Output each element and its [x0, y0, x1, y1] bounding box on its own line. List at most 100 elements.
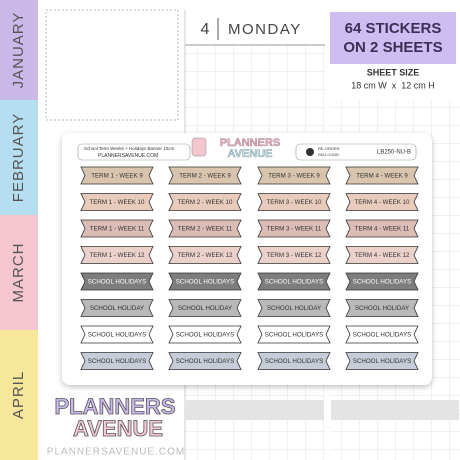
banner-label: TERM 2 - WEEK 9	[179, 173, 231, 180]
sheet-logo: AVENUE	[227, 148, 272, 160]
badge	[330, 12, 456, 64]
banner-label: SCHOOL HOLIDAY	[267, 305, 321, 312]
banner-grid: TERM 1 - WEEK 9 TERM 2 - WEEK 9 TERM 3 - W…	[80, 166, 419, 370]
banner	[257, 299, 331, 317]
banner	[257, 352, 331, 370]
month-label: JANUARY	[10, 12, 27, 89]
size-value: 18 cm W x 12 cm H	[351, 80, 435, 90]
planner-block	[186, 400, 324, 420]
banner	[345, 325, 419, 344]
sku-icon	[306, 148, 314, 156]
banner	[168, 325, 242, 344]
banner-label: TERM 2 - WEEK 10	[177, 199, 233, 206]
banner-label: TERM 3 - WEEK 9	[268, 173, 320, 180]
banner-label: SCHOOL HOLIDAYS	[265, 332, 323, 339]
banner-label: SCHOOL HOLIDAYS	[88, 279, 146, 286]
badge-line: 64 STICKERS	[345, 20, 442, 37]
banner-label: TERM 2 - WEEK 11	[178, 226, 233, 233]
banner	[80, 299, 154, 317]
banner-label: SCHOOL HOLIDAY	[355, 305, 409, 312]
footer-logo: AVENUE	[73, 416, 163, 441]
banner	[80, 246, 154, 264]
banner-label: TERM 4 - WEEK 9	[356, 173, 408, 180]
banner	[257, 219, 331, 238]
banner	[257, 166, 331, 185]
banner	[80, 193, 154, 211]
banner-label: SCHOOL HOLIDAYS	[265, 358, 323, 365]
logo-icon	[191, 137, 207, 157]
banner	[168, 299, 242, 317]
sheet-label-box	[77, 143, 191, 161]
banner-label: TERM 2 - WEEK 12	[177, 252, 233, 259]
banner-label: TERM 3 - WEEK 11	[267, 226, 322, 233]
banner	[168, 219, 242, 238]
banner-label: TERM 1 - WEEK 11	[90, 226, 145, 233]
day-number: 4	[201, 21, 210, 38]
month-label: MARCH	[10, 243, 27, 303]
banner-label: TERM 1 - WEEK 9	[91, 173, 143, 180]
banner	[345, 272, 419, 291]
banner	[345, 246, 419, 264]
banner-label: SCHOOL HOLIDAYS	[176, 358, 234, 365]
month-label: FEBRUARY	[10, 113, 27, 202]
banner	[80, 219, 154, 238]
sticker-sheet	[62, 133, 432, 385]
banner	[168, 193, 242, 211]
banner	[257, 246, 331, 264]
banner	[345, 193, 419, 211]
banner	[168, 166, 242, 185]
banner	[80, 325, 154, 344]
banner-label: SCHOOL HOLIDAY	[178, 305, 232, 312]
banner-label: SCHOOL HOLIDAYS	[88, 332, 146, 339]
banner	[345, 299, 419, 317]
sheet-logo: PLANNERS	[220, 137, 281, 149]
banner-label: SCHOOL HOLIDAYS	[88, 358, 146, 365]
banner-label: TERM 3 - WEEK 12	[266, 252, 322, 259]
sku-box	[295, 143, 417, 161]
banner	[80, 352, 154, 370]
sheet-website: PLANNERSAVENUE.COM	[98, 153, 158, 159]
footer-website: PLANNERSAVENUE.COM	[47, 447, 185, 458]
banner-label: SCHOOL HOLIDAYS	[265, 279, 323, 286]
banner	[257, 325, 331, 344]
banner	[345, 219, 419, 238]
banner	[345, 352, 419, 370]
month-tab	[0, 100, 38, 215]
banner-label: SCHOOL HOLIDAYS	[353, 358, 411, 365]
banner-label: SCHOOL HOLIDAY	[90, 305, 144, 312]
month-tabs: JANUARY FEBRUARY MARCH APRIL	[0, 0, 38, 460]
banner-label: SCHOOL HOLIDAYS	[353, 332, 411, 339]
banner	[257, 193, 331, 211]
reorder: RE-ORDER	[318, 146, 339, 151]
banner	[80, 166, 154, 185]
sheet-title: School Term Weeks + Holidays Banner 10cm	[84, 146, 175, 151]
banner	[345, 166, 419, 185]
banner	[168, 246, 242, 264]
sku: LB250-NU-B	[377, 150, 411, 156]
planner-block	[331, 400, 459, 420]
banner	[80, 272, 154, 291]
banner-label: TERM 1 - WEEK 12	[89, 252, 145, 259]
banner	[168, 272, 242, 291]
reorder: SKU CODE:	[318, 152, 340, 157]
badge-line: ON 2 SHEETS	[343, 39, 442, 56]
banner-label: TERM 4 - WEEK 12	[354, 252, 410, 259]
size-title: SHEET SIZE	[367, 67, 420, 77]
banner	[168, 352, 242, 370]
dotted-box	[45, 9, 179, 121]
month-tab	[0, 330, 38, 460]
banner-label: SCHOOL HOLIDAYS	[353, 279, 411, 286]
month-label: APRIL	[10, 371, 27, 419]
banner-label: TERM 4 - WEEK 11	[355, 226, 410, 233]
footer-logo: PLANNERS	[54, 394, 175, 419]
month-tab	[0, 0, 38, 100]
banner	[257, 272, 331, 291]
banner-label: TERM 3 - WEEK 10	[266, 199, 322, 206]
banner-label: SCHOOL HOLIDAYS	[176, 332, 234, 339]
banner-label: TERM 4 - WEEK 10	[354, 199, 410, 206]
month-tab	[0, 215, 38, 330]
day-name: MONDAY	[228, 21, 302, 38]
banner-label: TERM 1 - WEEK 10	[89, 199, 145, 206]
